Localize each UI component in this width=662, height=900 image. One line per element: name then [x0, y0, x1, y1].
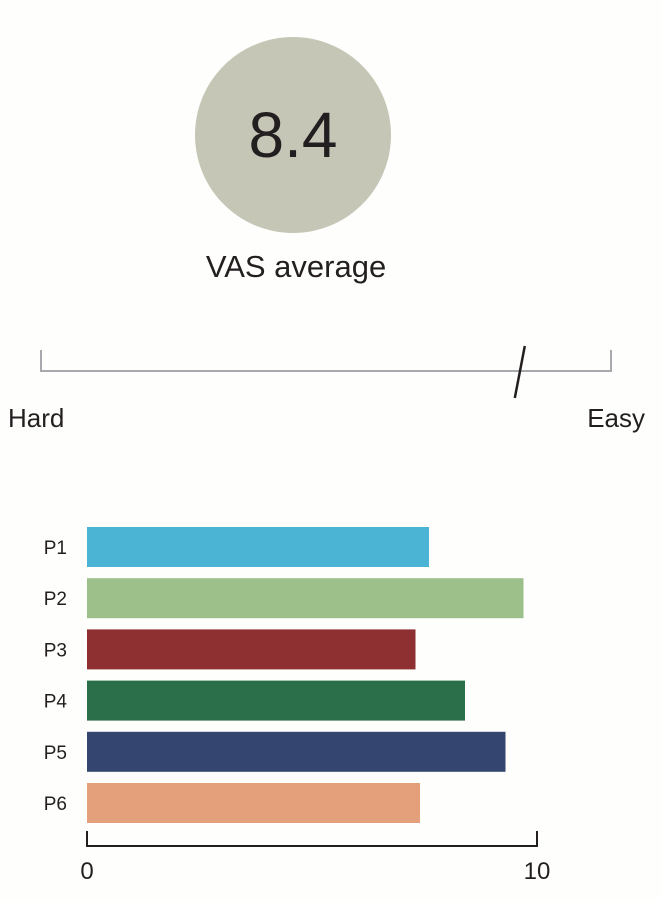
bar-p5 — [87, 731, 506, 772]
category-label-p2: P2 — [44, 589, 67, 610]
category-label-p6: P6 — [44, 794, 67, 815]
participant-bar-chart: P1 P2 P3 P4 P5 P6 — [44, 527, 524, 823]
vas-right-label: Easy — [587, 403, 645, 433]
x-tick-label-10: 10 — [524, 858, 551, 885]
vas-left-label: Hard — [8, 403, 64, 433]
vas-scale-marker — [513, 345, 527, 399]
category-label-p1: P1 — [44, 538, 67, 559]
bar-p3 — [87, 629, 416, 670]
category-label-p5: P5 — [44, 743, 67, 764]
category-label-p3: P3 — [44, 640, 67, 661]
bar-p1 — [87, 527, 429, 567]
vas-average-value: 8.4 — [249, 99, 338, 171]
bar-p6 — [87, 783, 420, 823]
x-tick-label-0: 0 — [80, 858, 93, 885]
category-label-p4: P4 — [44, 692, 68, 713]
vas-average-label: VAS average — [206, 249, 386, 284]
bar-chart-x-axis: 0 10 — [80, 831, 550, 885]
bar-p2 — [87, 578, 524, 619]
vas-average-circle — [195, 37, 391, 233]
vas-scale: Hard Easy — [8, 345, 645, 433]
vas-average-summary: 8.4 VAS average — [195, 37, 391, 284]
bar-p4 — [87, 680, 465, 721]
